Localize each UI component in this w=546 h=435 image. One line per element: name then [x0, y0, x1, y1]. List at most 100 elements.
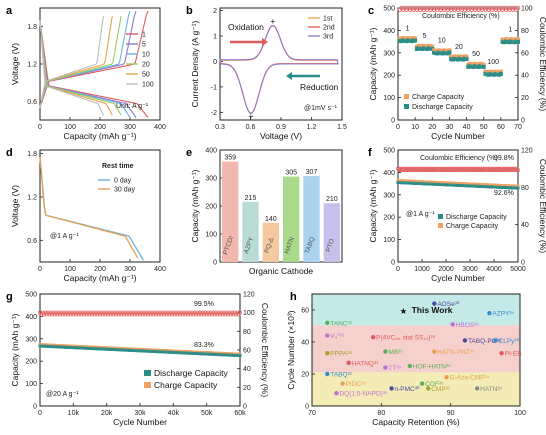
x-tick-label-g: 40k [168, 410, 180, 417]
x-tick-label-a: 300 [124, 124, 136, 131]
series-line-a-discharge [39, 20, 104, 116]
x-axis-label-h: Capacity Retention (%) [372, 417, 460, 427]
point-h [474, 386, 480, 391]
y-tick-label-c: 400 [383, 28, 395, 35]
charge-point-c [516, 37, 520, 42]
panel-label-g: g [6, 291, 13, 303]
ce-point-c [515, 5, 521, 11]
point-label-h: G-Aza-CMP³⁴ [450, 375, 490, 382]
y-tick-label-g2: 0 [243, 404, 247, 411]
series-line-a-charge [39, 10, 137, 108]
y-tick-label-c2: 40 [521, 73, 529, 80]
y-tick-label-f2: 0 [521, 260, 525, 267]
legend-marker-charge-c [404, 94, 409, 99]
x-tick-label-b: 1.5 [337, 124, 347, 131]
annotation-ce-value-f: 99.8% [494, 155, 514, 162]
x-tick-label-c: 60 [497, 124, 505, 131]
band-top-h [312, 294, 520, 326]
y-axis-label-h: Cycle Number (×10³) [286, 310, 296, 389]
y-tick-label-d: 1.2 [27, 194, 37, 201]
legend-label-b: 2nd [323, 25, 335, 32]
charge-point-c [481, 62, 486, 67]
x-tick-label-g: 30k [134, 410, 146, 417]
legend-title-a: Unit: A g⁻¹ [116, 103, 149, 110]
point-label-h: HATNQ³¹ [352, 360, 379, 367]
y-tick-label-f2: 120 [521, 148, 533, 155]
x-tick-label-f: 2000 [438, 266, 454, 273]
x-tick-label-h: 70 [308, 410, 316, 417]
plot-frame-h [311, 293, 521, 407]
y-axis-label-e: Capacity (mAh g⁻¹) [190, 169, 200, 242]
x-axis-label-d: Capacity (mAh g⁻¹) [64, 273, 137, 283]
point-h [432, 349, 437, 354]
y-tick-label-g: 0 [33, 404, 37, 411]
charge-point-c [447, 48, 452, 53]
y-tick-label-h: 40 [301, 340, 309, 347]
bar-value-label-e: 140 [265, 216, 277, 223]
y-tick-label-g2: 120 [243, 292, 255, 299]
y-tick-label-a: 1.2 [27, 62, 37, 69]
x-tick-label-c: 70 [514, 124, 522, 131]
y-tick-label-c: 0 [391, 118, 395, 125]
point-label-h: P(4VC₈₆ stat SS₁₄)³⁸ [376, 335, 435, 342]
rate-label-c: 5 [423, 33, 427, 40]
x-tick-label-c: 50 [480, 124, 488, 131]
x-tick-label-c: 10 [411, 124, 419, 131]
legend-label-b: 1st [323, 16, 332, 23]
bar-e [303, 176, 320, 262]
x-tick-label-a: 100 [64, 124, 76, 131]
bar-e [323, 203, 340, 262]
y-tick-label-d: 1.8 [27, 151, 37, 158]
discharge-point-c [481, 64, 486, 69]
y-tick-label-h: 0 [305, 404, 309, 411]
point-label-h: TABQ³² [330, 372, 352, 379]
y-tick-label-e: 300 [205, 176, 217, 183]
y-tick-label-c: 300 [383, 50, 395, 57]
x-tick-label-f: 4000 [486, 266, 502, 273]
y-axis-label-c: Capacity (mAh g⁻¹) [368, 27, 378, 100]
point-label-h: CLPy³⁰ [499, 337, 520, 345]
y-axis-label-f: Capacity (mAh g⁻¹) [368, 169, 378, 242]
annotation-rate-f: @1 A g⁻¹ [406, 211, 435, 218]
charge-point-c [464, 54, 469, 59]
legend-label-a: 5 [142, 42, 146, 49]
y-tick-label-g2: 20 [243, 385, 251, 392]
plot-frame-f [397, 149, 519, 263]
legend-label-d: 0 day [114, 178, 132, 185]
x-tick-label-f: 1000 [414, 266, 430, 273]
x-tick-label-a: 200 [94, 124, 106, 131]
legend-ce-c: Coulombic Efficiency (%) [422, 13, 500, 20]
discharge-point-g [238, 354, 242, 358]
y-tick-label-c2: 100 [521, 6, 533, 13]
charge-point-c [413, 36, 418, 41]
y-tick-label-c2: 20 [521, 95, 529, 102]
y-tick-label-f: 300 [383, 192, 395, 199]
y-tick-label-c: 500 [383, 6, 395, 13]
x-tick-label-c: 30 [446, 124, 454, 131]
point-h [487, 311, 492, 316]
discharge-point-c [498, 71, 503, 76]
y2-axis-label-c: Coulombic Efficiency (%) [538, 17, 546, 111]
point-label-h: PI-EB [505, 351, 522, 358]
annotation-d: @1 A g⁻¹ [50, 233, 79, 240]
legend-label-a: 100 [142, 82, 154, 89]
point-label-h: CMP³¹ [431, 386, 451, 393]
y-tick-label-e: 400 [205, 148, 217, 155]
y-axis-label-b: Current Density (A g⁻¹) [190, 20, 200, 107]
legend-label-charge-c: Charge Capacity [412, 94, 465, 101]
x-tick-label-a: 400 [154, 124, 166, 131]
bar-value-label-e: 307 [306, 169, 318, 176]
y-tick-label-b: 0 [213, 59, 217, 66]
series-line-b [219, 25, 339, 114]
y-tick-label-b: -2 [211, 110, 217, 117]
rate-label-c: 10 [438, 38, 446, 45]
legend-label-a: 50 [142, 72, 150, 79]
charge-point-f [516, 184, 520, 188]
charge-point-c [498, 69, 503, 74]
point-label-h: HBOS³⁶ [456, 322, 480, 329]
point-h [370, 335, 376, 340]
y-tick-label-c: 100 [383, 95, 395, 102]
x-tick-label-b: 0.6 [246, 124, 256, 131]
panel-label-a: a [6, 5, 13, 17]
y-tick-label-g: 400 [25, 314, 37, 321]
